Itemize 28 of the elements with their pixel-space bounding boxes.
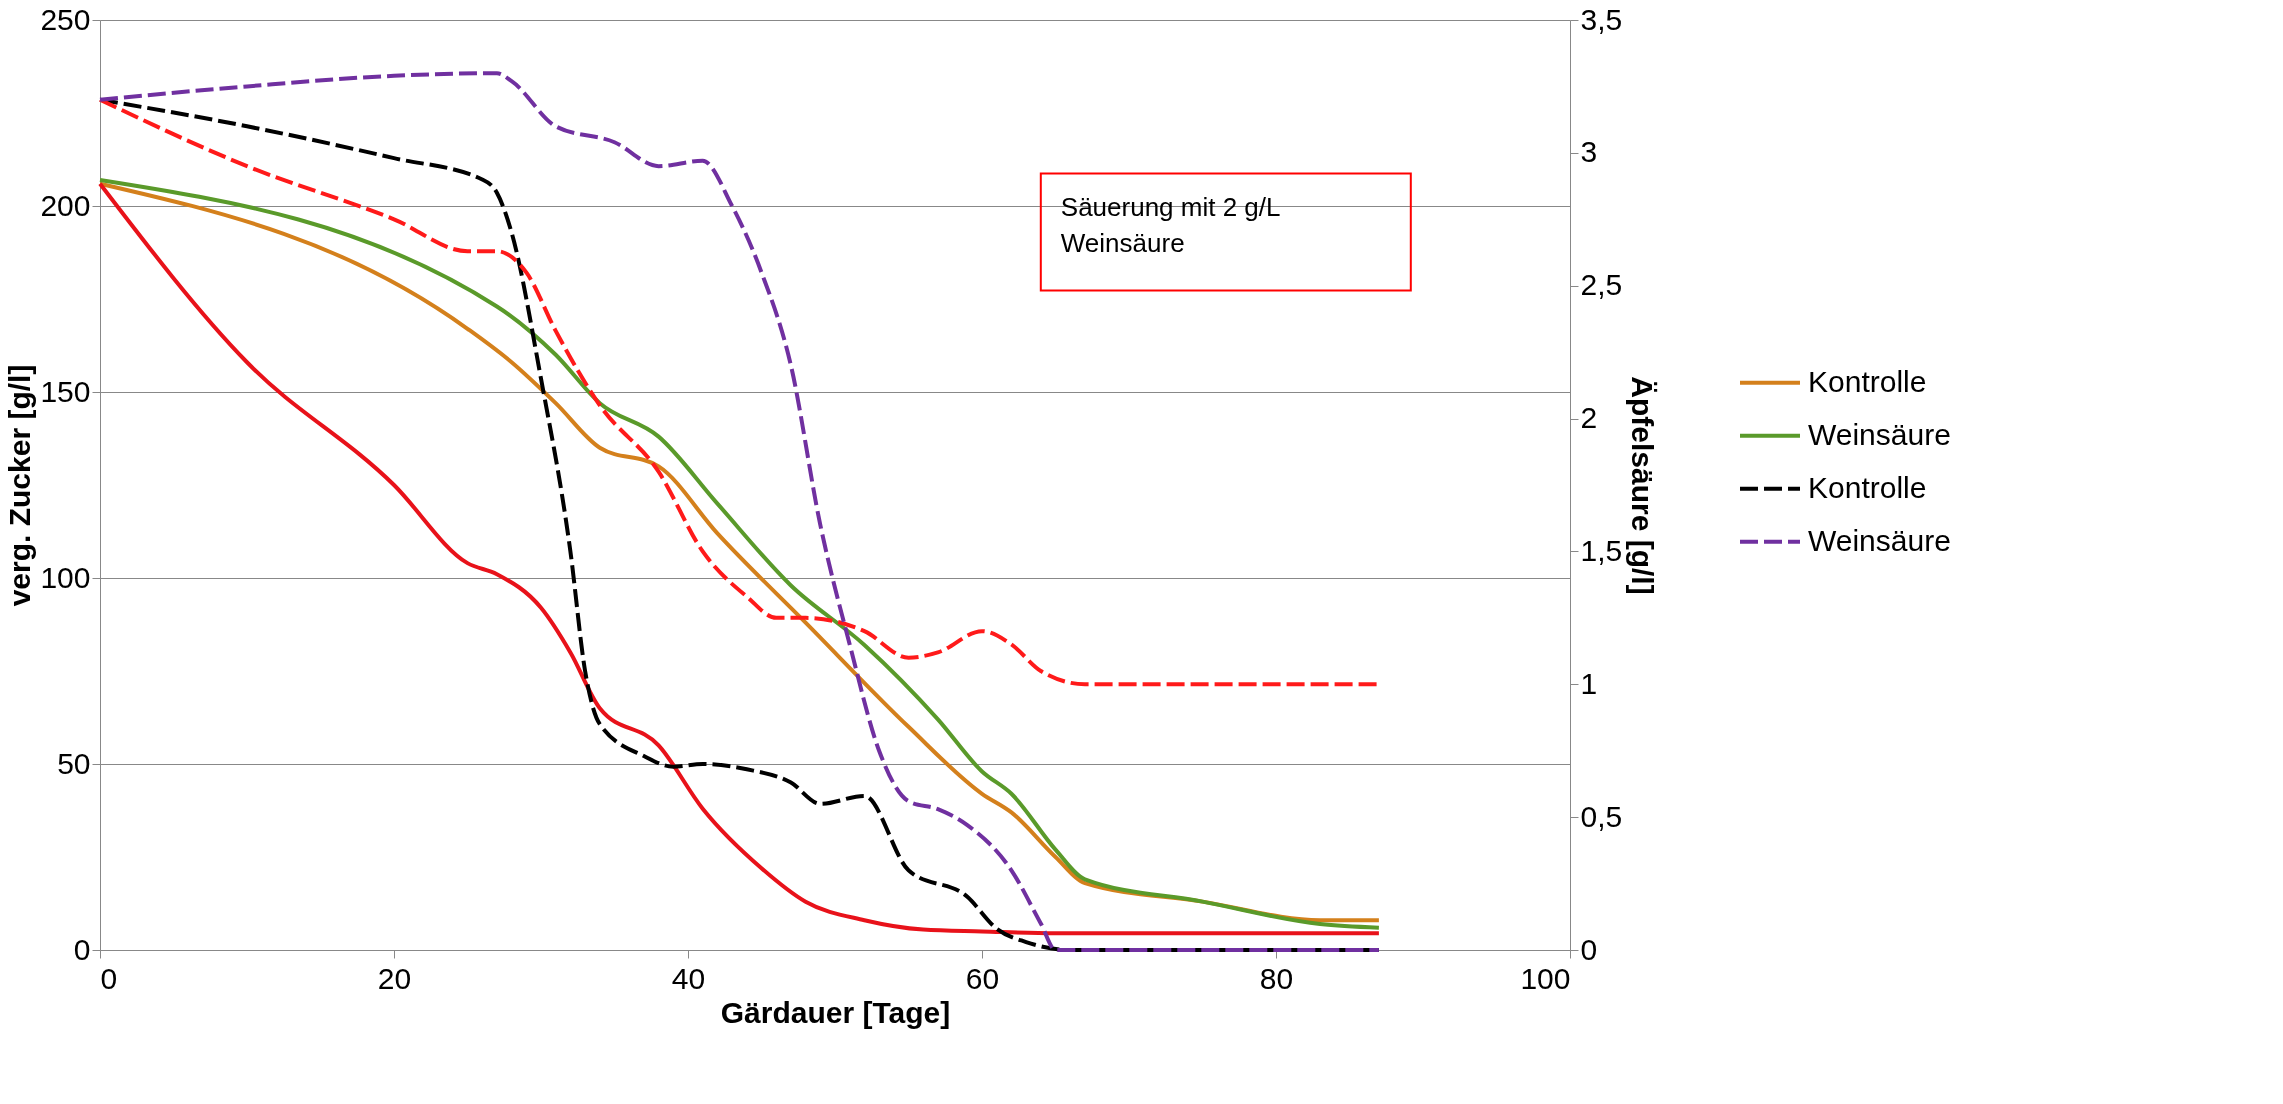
x-tick-label: 80: [1259, 961, 1294, 995]
y2-tick-label: 3: [1580, 135, 1598, 169]
legend-label: Weinsäure: [1808, 417, 1951, 451]
x-axis-title: Gärdauer [Tage]: [720, 995, 951, 1029]
x-tick-label: 60: [965, 961, 1000, 995]
y2-tick-label: 2: [1580, 401, 1598, 435]
x-tick-label: 100: [1520, 961, 1571, 995]
y2-tick-label: 1,5: [1580, 533, 1623, 567]
y2-tick-label: 2,5: [1580, 268, 1623, 302]
y2-tick-label: 0,5: [1580, 799, 1623, 833]
y2-tick-label: 3,5: [1580, 2, 1623, 36]
annotation: Säuerung mit 2 g/L Weinsäure: [1060, 192, 1281, 259]
x-tick-label: 0: [100, 961, 118, 995]
legend-label: Kontrolle: [1808, 364, 1927, 398]
legend-label: Weinsäure: [1808, 523, 1951, 557]
y-tick-label: 250: [40, 2, 91, 36]
x-tick-label: 40: [671, 961, 706, 995]
y2-tick-label: 0: [1580, 932, 1598, 966]
legend-label: Kontrolle: [1808, 470, 1927, 504]
y-tick-label: 50: [57, 746, 91, 780]
y-tick-label: 100: [40, 560, 91, 594]
y-tick-label: 0: [73, 932, 91, 966]
x-tick-label: 20: [377, 961, 412, 995]
y2-tick-label: 1: [1580, 666, 1598, 700]
y2-axis-title: Äpfelsäure [g/l]: [1626, 376, 1660, 595]
y-axis-title: verg. Zucker [g/l]: [3, 364, 37, 607]
y-tick-label: 200: [40, 188, 91, 222]
y-tick-label: 150: [40, 374, 91, 408]
